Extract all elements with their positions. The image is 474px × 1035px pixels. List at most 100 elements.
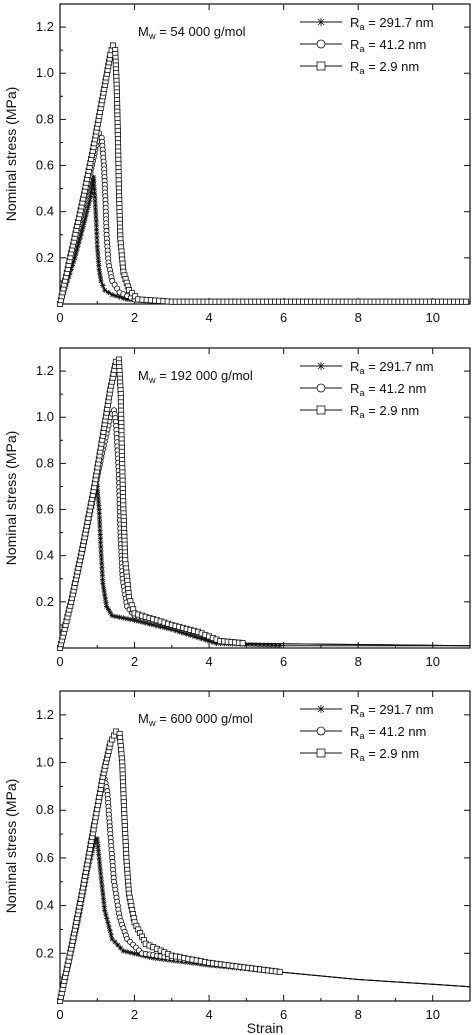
data-point-asterisk	[97, 270, 103, 276]
data-point-asterisk	[317, 362, 325, 370]
legend-label: Ra = 2.9 nm	[350, 746, 419, 763]
data-point-asterisk	[99, 887, 106, 893]
data-point-asterisk	[96, 503, 102, 509]
data-point-square	[316, 405, 326, 415]
legend-label-sub: a	[359, 753, 365, 763]
x-tick-label: 0	[56, 1007, 63, 1022]
data-point-asterisk	[98, 278, 104, 284]
data-point-square	[132, 293, 139, 300]
data-point-asterisk	[95, 259, 102, 265]
data-point-asterisk	[108, 932, 114, 938]
mw-annotation: Mw = 600 000 g/mol	[138, 711, 253, 728]
data-point-asterisk	[249, 642, 255, 648]
series-square	[57, 42, 470, 307]
legend-label: Ra = 41.2 nm	[350, 381, 426, 398]
data-point-asterisk	[93, 214, 99, 220]
data-point-asterisk	[97, 274, 103, 280]
data-point-square	[316, 61, 326, 71]
data-point-asterisk	[78, 231, 84, 237]
data-point-asterisk	[72, 255, 78, 261]
legend-entry: Ra = 291.7 nm	[300, 702, 434, 719]
data-point-asterisk	[112, 939, 118, 945]
legend-label-main: R	[350, 403, 359, 418]
data-point-asterisk	[96, 511, 102, 517]
data-point-square	[239, 640, 246, 647]
data-point-asterisk	[89, 186, 95, 192]
legend-label: Ra = 41.2 nm	[350, 724, 426, 741]
x-tick-label: 10	[425, 654, 439, 669]
data-point-asterisk	[124, 296, 130, 302]
legend-label-sub: a	[359, 66, 365, 76]
legend-label-main: R	[350, 702, 359, 717]
data-point-asterisk	[117, 614, 123, 620]
data-point-asterisk	[93, 222, 99, 228]
data-point-asterisk	[96, 515, 103, 521]
y-tick-label: 0.6	[36, 502, 54, 517]
data-point-asterisk	[98, 879, 105, 885]
data-point-asterisk	[124, 616, 130, 622]
data-point-asterisk	[99, 560, 105, 566]
data-point-asterisk	[94, 247, 101, 253]
data-point-asterisk	[107, 610, 113, 616]
data-point-asterisk	[94, 235, 100, 241]
data-point-asterisk	[109, 936, 115, 942]
data-point-asterisk	[100, 891, 106, 897]
legend-entry: Ra = 291.7 nm	[300, 359, 434, 376]
data-point-asterisk	[102, 287, 108, 293]
data-point-asterisk	[277, 642, 283, 649]
data-point-asterisk	[98, 544, 104, 550]
legend-label-sub: a	[359, 22, 365, 32]
data-point-asterisk	[92, 194, 98, 200]
x-tick-label: 2	[131, 654, 138, 669]
legend-entry: Ra = 2.9 nm	[300, 746, 419, 763]
data-point-asterisk	[99, 883, 105, 889]
legend-label: Ra = 2.9 nm	[350, 403, 419, 420]
data-point-asterisk	[113, 293, 119, 299]
y-axis-label: Nominal stress (MPa)	[3, 431, 19, 566]
data-point-asterisk	[100, 584, 107, 590]
legend-label-rest: = 41.2 nm	[365, 37, 427, 52]
data-point-asterisk	[115, 942, 121, 948]
legend-label-sub: a	[359, 731, 365, 741]
data-point-asterisk	[69, 262, 76, 269]
data-point-asterisk	[131, 951, 138, 957]
data-point-asterisk	[273, 642, 279, 649]
legend-label: Ra = 291.7 nm	[350, 15, 434, 32]
data-point-asterisk	[128, 950, 134, 956]
data-point-asterisk	[317, 705, 325, 713]
data-point-circle	[316, 39, 326, 49]
data-point-asterisk	[109, 613, 115, 619]
data-point-asterisk	[83, 212, 89, 218]
mw-annotation-main: M	[138, 24, 149, 39]
data-point-asterisk	[75, 243, 81, 249]
data-point-asterisk	[97, 531, 103, 538]
data-point-asterisk	[245, 641, 251, 648]
data-point-asterisk	[120, 295, 126, 301]
legend-label-rest: = 2.9 nm	[365, 59, 420, 74]
data-point-asterisk	[92, 198, 98, 204]
data-point-asterisk	[95, 495, 101, 501]
y-tick-label: 1.2	[36, 19, 54, 34]
data-point-asterisk	[97, 536, 104, 542]
data-point-asterisk	[104, 915, 110, 922]
data-point-asterisk	[97, 867, 103, 873]
y-tick-label: 0.8	[36, 111, 54, 126]
data-point-asterisk	[113, 613, 119, 620]
data-point-asterisk	[94, 239, 100, 245]
data-point-asterisk	[76, 239, 82, 245]
data-point-asterisk	[128, 616, 134, 623]
data-point-asterisk	[100, 576, 106, 582]
data-point-asterisk	[143, 620, 149, 626]
stress-strain-panel-1: 0 2 4 6 8 10 0.2 0.4 0.6 0.8 1.0 1.2 Nominal stress …	[3, 3, 471, 325]
x-tick-label: 4	[205, 1007, 212, 1022]
data-point-asterisk	[87, 193, 94, 199]
legend-label-main: R	[350, 15, 359, 30]
data-point-asterisk	[98, 556, 105, 562]
legend-entry: Ra = 2.9 nm	[300, 403, 419, 420]
x-tick-label: 0	[56, 310, 63, 325]
data-point-asterisk	[91, 186, 97, 192]
legend-label: Ra = 2.9 nm	[350, 59, 419, 76]
data-point-asterisk	[117, 945, 124, 951]
data-point-asterisk	[120, 615, 126, 621]
